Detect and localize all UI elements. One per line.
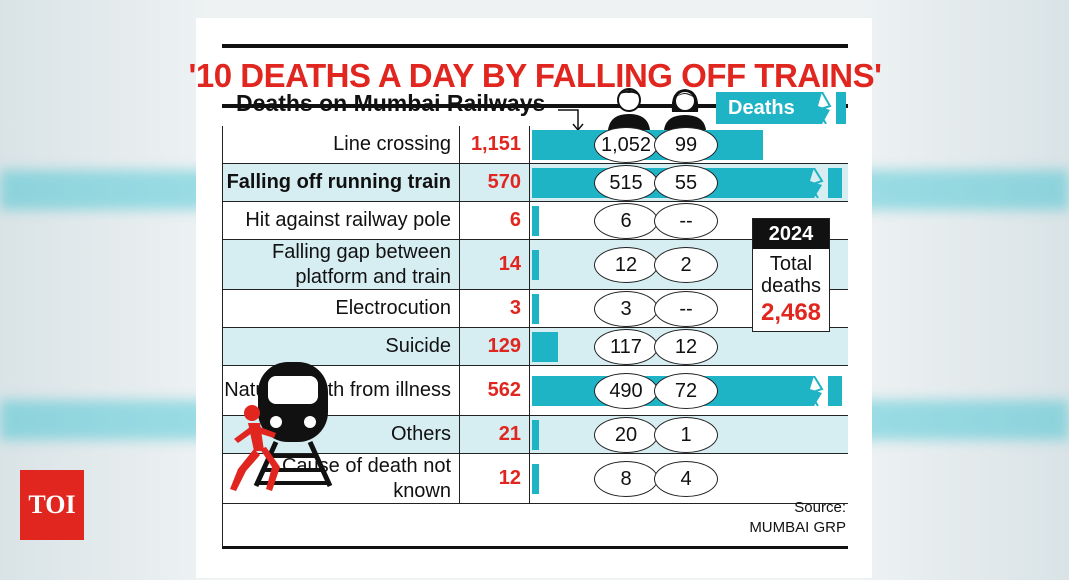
chart-title: '10 DEATHS A DAY BY FALLING OFF TRAINS'	[189, 44, 882, 108]
table-row: Hit against railway pole 6 6 --	[222, 202, 848, 240]
source-note: Source: MUMBAI GRP	[749, 499, 846, 536]
male-count: 8	[594, 461, 658, 497]
female-count: 12	[654, 329, 718, 365]
total-value-label: 570	[460, 164, 530, 201]
cause-label: Falling off running train	[222, 164, 460, 201]
total-deaths-box: 2024 Total deaths 2,468	[752, 218, 830, 332]
female-count: --	[654, 291, 718, 327]
male-count: 12	[594, 247, 658, 283]
cause-label: Electrocution	[222, 290, 460, 327]
female-count: 4	[654, 461, 718, 497]
cause-label: Line crossing	[222, 126, 460, 163]
female-count: 72	[654, 373, 718, 409]
cause-label: Others	[222, 416, 460, 453]
table-row: Others 21 20 1	[222, 416, 848, 454]
chart-subtitle: Deaths on Mumbai Railways	[236, 90, 546, 116]
male-count: 515	[594, 165, 658, 201]
female-count: 2	[654, 247, 718, 283]
cause-label: Cause of death not known	[222, 454, 460, 503]
bar	[532, 332, 558, 362]
female-count: 55	[654, 165, 718, 201]
table-row: Falling gap between platform and train 14…	[222, 240, 848, 290]
male-count: 20	[594, 417, 658, 453]
bar	[532, 464, 539, 494]
running-person-icon	[230, 405, 280, 491]
infographic: '10 DEATHS A DAY BY FALLING OFF TRAINS' …	[189, 18, 882, 578]
bar-break-icon	[808, 168, 828, 198]
table-row: Electrocution 3 3 --	[222, 290, 848, 328]
table-row: Suicide 129 117 12	[222, 328, 848, 366]
male-count: 1,052	[594, 127, 658, 163]
total-value: 2,468	[760, 299, 822, 326]
bar	[532, 206, 539, 236]
male-count: 490	[594, 373, 658, 409]
table-row: Line crossing 1,151 1,052 99	[222, 126, 848, 164]
female-count: 99	[654, 127, 718, 163]
total-value-label: 3	[460, 290, 530, 327]
bar-legend-label: Deaths	[728, 96, 795, 119]
male-count: 6	[594, 203, 658, 239]
female-count: 1	[654, 417, 718, 453]
cause-label: Falling gap between platform and train	[222, 240, 460, 289]
cause-label: Suicide	[222, 328, 460, 365]
man-icon	[608, 88, 650, 130]
bar	[532, 250, 539, 280]
total-value-label: 1,151	[460, 126, 530, 163]
total-value-label: 129	[460, 328, 530, 365]
female-count: --	[654, 203, 718, 239]
male-count: 117	[594, 329, 658, 365]
total-value-label: 6	[460, 202, 530, 239]
total-value-label: 14	[460, 240, 530, 289]
table-row: Falling off running train 570 515 55	[222, 164, 848, 202]
total-value-label: 562	[460, 366, 530, 415]
train-icon	[253, 362, 333, 488]
cause-label: Hit against railway pole	[222, 202, 460, 239]
total-value-label: 12	[460, 454, 530, 503]
bar-break-icon	[816, 92, 836, 124]
bar	[532, 420, 539, 450]
woman-icon	[664, 89, 706, 130]
male-count: 3	[594, 291, 658, 327]
toi-logo: TOI	[20, 470, 84, 540]
total-label: Total deaths	[760, 253, 822, 297]
total-value-label: 21	[460, 416, 530, 453]
bar	[532, 294, 539, 324]
total-year: 2024	[753, 219, 829, 249]
table-row: Cause of death not known 12 8 4	[222, 454, 848, 504]
bar-break-icon	[808, 376, 828, 406]
